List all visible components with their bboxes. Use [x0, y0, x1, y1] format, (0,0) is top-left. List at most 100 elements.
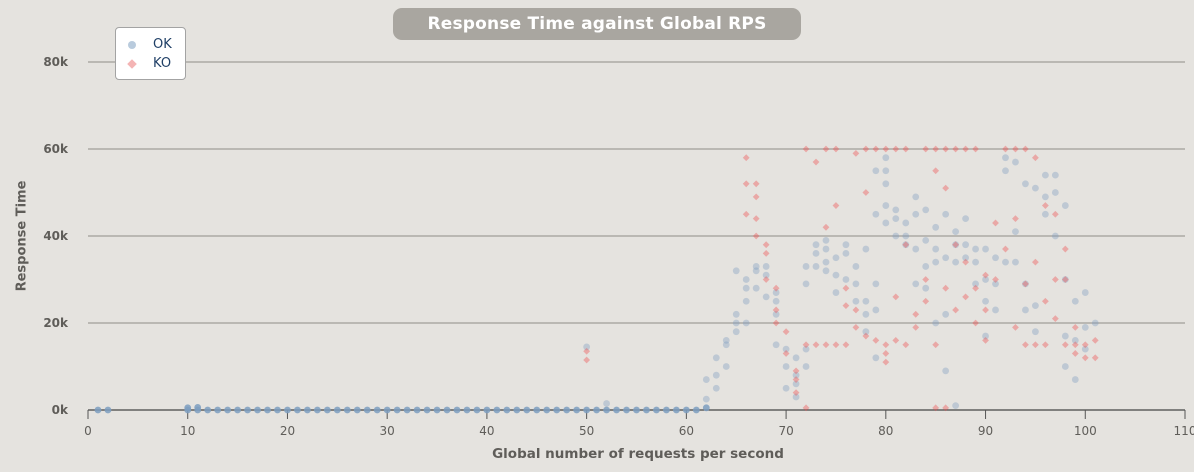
- ok-point: [573, 406, 581, 414]
- ok-point: [822, 245, 830, 253]
- ok-point: [822, 267, 830, 275]
- ok-point: [1041, 210, 1049, 218]
- ok-point: [922, 284, 930, 292]
- ok-point: [812, 250, 820, 257]
- ok-point: [1061, 202, 1069, 209]
- x-tick-label: 80: [878, 424, 893, 438]
- ko-point: [822, 145, 830, 153]
- ko-point: [922, 145, 930, 153]
- ok-point: [952, 241, 960, 249]
- y-tick-label: 80k: [43, 55, 69, 69]
- ok-point: [972, 258, 979, 266]
- ok-point: [184, 404, 192, 412]
- ok-point: [762, 263, 770, 270]
- ok-point: [892, 215, 900, 223]
- ko-point: [932, 167, 940, 175]
- ko-point: [1061, 245, 1069, 253]
- ko-point: [1002, 145, 1009, 153]
- ko-point: [1091, 337, 1099, 344]
- ok-point: [862, 245, 870, 253]
- ok-point: [882, 154, 890, 162]
- ok-point: [872, 167, 880, 175]
- ko-point: [962, 293, 969, 301]
- x-tick-label: 40: [479, 424, 494, 438]
- ok-point: [852, 280, 860, 288]
- ok-point: [653, 406, 660, 414]
- ko-point: [1081, 354, 1089, 362]
- ko-point: [802, 341, 810, 349]
- ok-point: [942, 254, 950, 262]
- ok-point: [483, 406, 491, 414]
- ok-point: [1051, 171, 1059, 179]
- ok-point: [264, 406, 271, 414]
- ko-point: [1041, 202, 1049, 209]
- ko-point: [862, 145, 870, 153]
- ok-point: [742, 284, 750, 292]
- ok-point: [104, 406, 112, 414]
- ok-point: [1032, 302, 1039, 309]
- ok-point: [712, 371, 720, 379]
- ok-point: [942, 367, 950, 375]
- ko-point: [942, 184, 950, 192]
- ok-point: [952, 258, 960, 266]
- ok-point: [672, 406, 680, 414]
- ok-point: [792, 371, 800, 379]
- ko-point: [852, 323, 860, 331]
- ok-point: [812, 241, 820, 249]
- ko-point: [1032, 258, 1039, 266]
- ok-point: [852, 297, 860, 305]
- ok-point: [882, 167, 890, 175]
- ko-point: [982, 306, 989, 314]
- ko-point: [832, 341, 840, 349]
- ok-point: [832, 289, 840, 296]
- ok-point: [1002, 167, 1009, 175]
- ko-point: [752, 232, 760, 240]
- ok-point: [1071, 376, 1079, 383]
- ok-point: [992, 280, 999, 288]
- ok-point: [1091, 319, 1099, 327]
- ok-point: [194, 403, 202, 411]
- ok-point: [1022, 180, 1029, 188]
- ko-point: [992, 276, 999, 283]
- ok-point: [802, 363, 810, 370]
- series-ok: [94, 154, 1099, 414]
- ok-point: [1032, 184, 1039, 192]
- ok-point: [603, 400, 610, 407]
- ok-point: [1061, 363, 1069, 370]
- ko-point: [1061, 341, 1069, 349]
- ok-point: [304, 406, 311, 414]
- ko-point: [802, 404, 810, 412]
- ok-point: [1071, 297, 1079, 305]
- x-tick-label: 70: [778, 424, 793, 438]
- ok-point: [962, 215, 969, 223]
- ko-point: [892, 293, 900, 301]
- x-tick-label: 0: [84, 424, 92, 438]
- ok-point: [1002, 258, 1009, 266]
- y-tick-label: 20k: [43, 316, 69, 330]
- ok-point: [633, 406, 640, 414]
- ko-point: [583, 347, 591, 355]
- ko-point: [812, 341, 820, 349]
- legend: OK KO: [115, 27, 186, 80]
- ko-point: [992, 219, 999, 227]
- ko-point: [962, 258, 969, 266]
- ko-point: [1051, 315, 1059, 323]
- ok-point: [1061, 276, 1069, 283]
- ok-point: [1022, 280, 1029, 288]
- ok-point: [702, 376, 710, 383]
- ko-point: [942, 145, 950, 153]
- ok-point: [732, 267, 740, 275]
- ko-point: [1002, 245, 1009, 253]
- ko-point: [1041, 341, 1049, 349]
- ok-point: [762, 293, 770, 301]
- ko-point: [752, 215, 760, 222]
- ok-point: [682, 406, 690, 414]
- ko-point: [942, 284, 950, 292]
- ok-point: [1041, 171, 1049, 179]
- ok-point: [204, 406, 212, 414]
- ok-point: [912, 193, 920, 201]
- ok-point: [842, 250, 850, 257]
- ko-point: [932, 341, 940, 349]
- ko-point: [782, 350, 790, 357]
